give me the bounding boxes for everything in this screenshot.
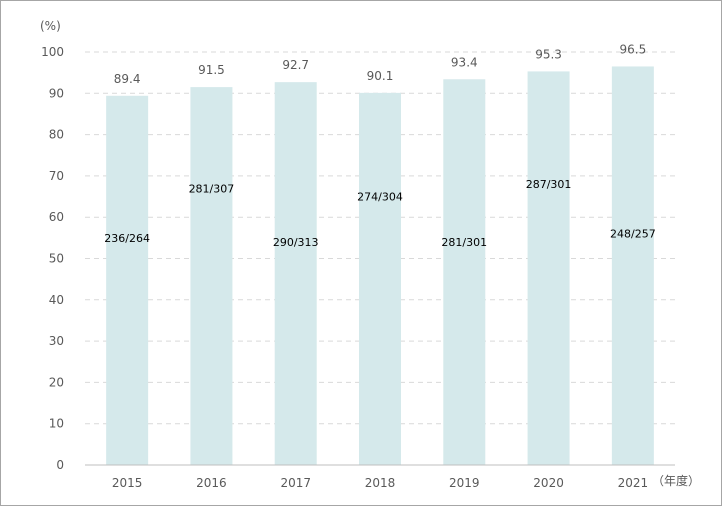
- x-tick-label: 2017: [280, 476, 311, 490]
- bar: [190, 87, 233, 465]
- y-tick-label: 20: [49, 375, 64, 389]
- bar: [106, 95, 149, 465]
- y-tick-label: 90: [49, 86, 64, 100]
- x-tick-label: 2021: [618, 476, 649, 490]
- x-tick-label: 2020: [533, 476, 564, 490]
- y-axis-unit-label: (%): [40, 19, 61, 33]
- bar-count-label: 274/304: [357, 191, 403, 204]
- y-tick-label: 100: [41, 45, 64, 59]
- bar-value-label: 96.5: [619, 42, 646, 56]
- x-axis-unit-label: （年度）: [652, 473, 700, 488]
- y-tick-label: 50: [49, 252, 64, 266]
- bar-count-label: 236/264: [104, 232, 150, 245]
- bar-count-label: 248/257: [610, 228, 656, 241]
- y-tick-label: 70: [49, 169, 64, 183]
- bar-value-label: 90.1: [367, 69, 394, 83]
- bar: [527, 71, 570, 465]
- x-tick-label: 2018: [365, 476, 396, 490]
- bars: 89.4 236/264 91.5 281/307 92.7 290/313 90.1 274…: [104, 42, 656, 466]
- bar-count-label: 281/301: [441, 236, 487, 249]
- bar-count-label: 281/307: [189, 182, 235, 195]
- y-tick-label: 80: [49, 128, 64, 142]
- bar: [443, 79, 486, 466]
- x-tick-label: 2016: [196, 476, 227, 490]
- bar: [359, 92, 401, 466]
- bar-value-label: 89.4: [114, 72, 141, 86]
- y-tick-label: 10: [49, 417, 64, 431]
- x-tick-label: 2019: [449, 476, 480, 490]
- y-tick-label: 60: [49, 210, 64, 224]
- bar-count-label: 290/313: [273, 236, 319, 249]
- bar-value-label: 91.5: [198, 63, 225, 77]
- x-tick-label: 2015: [112, 476, 143, 490]
- bar-value-label: 92.7: [282, 58, 309, 72]
- x-axis-ticks: 2015 2016 2017 2018 2019 2020 2021: [112, 476, 648, 490]
- bar: [611, 66, 654, 465]
- y-tick-label: 0: [56, 458, 64, 472]
- bar: [274, 82, 317, 466]
- bar-value-label: 95.3: [535, 47, 562, 61]
- bar-value-label: 93.4: [451, 55, 478, 69]
- bar-count-label: 287/301: [526, 178, 572, 191]
- y-tick-label: 30: [49, 334, 64, 348]
- y-axis-ticks: 0 10 20 30 40 50 60 70 80 90 100: [41, 45, 64, 472]
- y-tick-label: 40: [49, 293, 64, 307]
